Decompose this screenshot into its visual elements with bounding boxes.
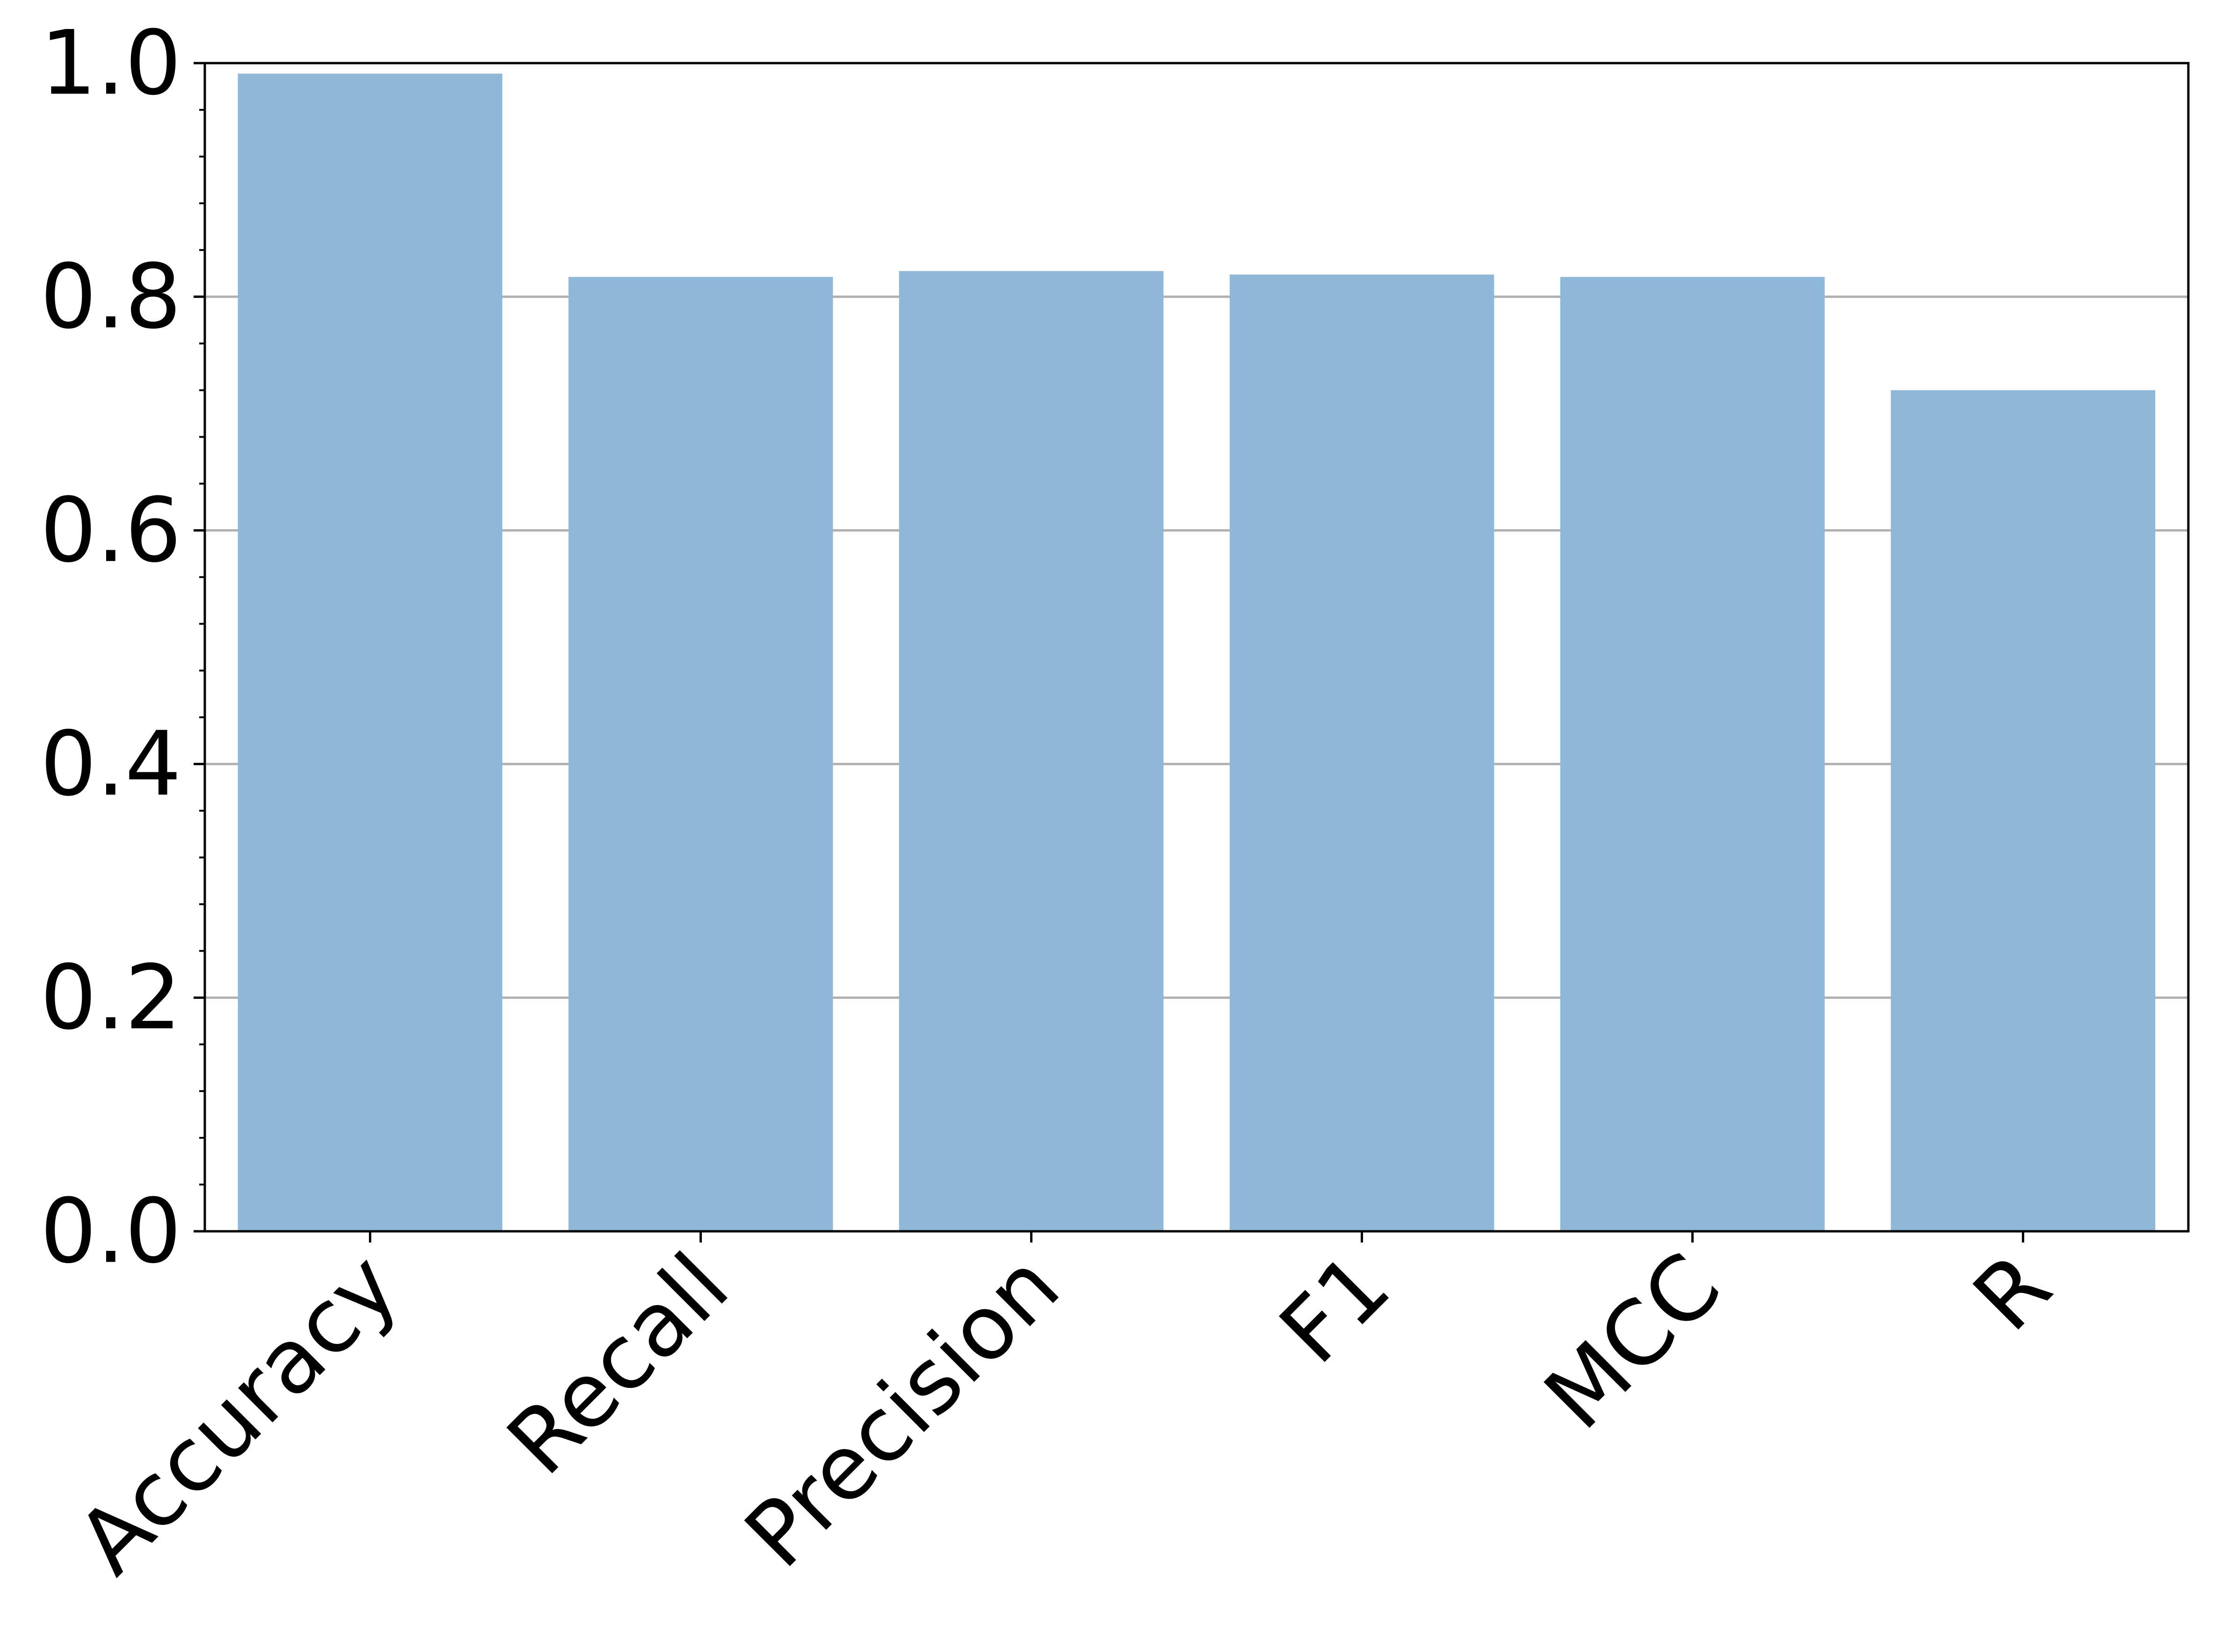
y-tick-label: 0.2 — [40, 946, 181, 1049]
bars — [238, 73, 2156, 1232]
y-tick-label: 0.4 — [40, 712, 181, 816]
bar-f1 — [1229, 274, 1494, 1231]
axes — [203, 62, 2190, 1233]
bar-mcc — [1560, 277, 1825, 1231]
y-tick-label: 0.6 — [40, 479, 181, 582]
bar-recall — [568, 277, 833, 1231]
y-axis-ticks: 0.0 0.2 0.4 0.6 0.8 1.0 — [40, 12, 205, 1283]
bar-r — [1890, 390, 2156, 1231]
y-tick-label: 0.8 — [40, 245, 181, 348]
y-tick-label: 1.0 — [40, 12, 181, 115]
plot-frame — [203, 62, 2190, 1233]
bar-accuracy — [238, 73, 503, 1232]
bar-precision — [899, 271, 1164, 1231]
y-tick-label: 0.0 — [40, 1180, 181, 1283]
